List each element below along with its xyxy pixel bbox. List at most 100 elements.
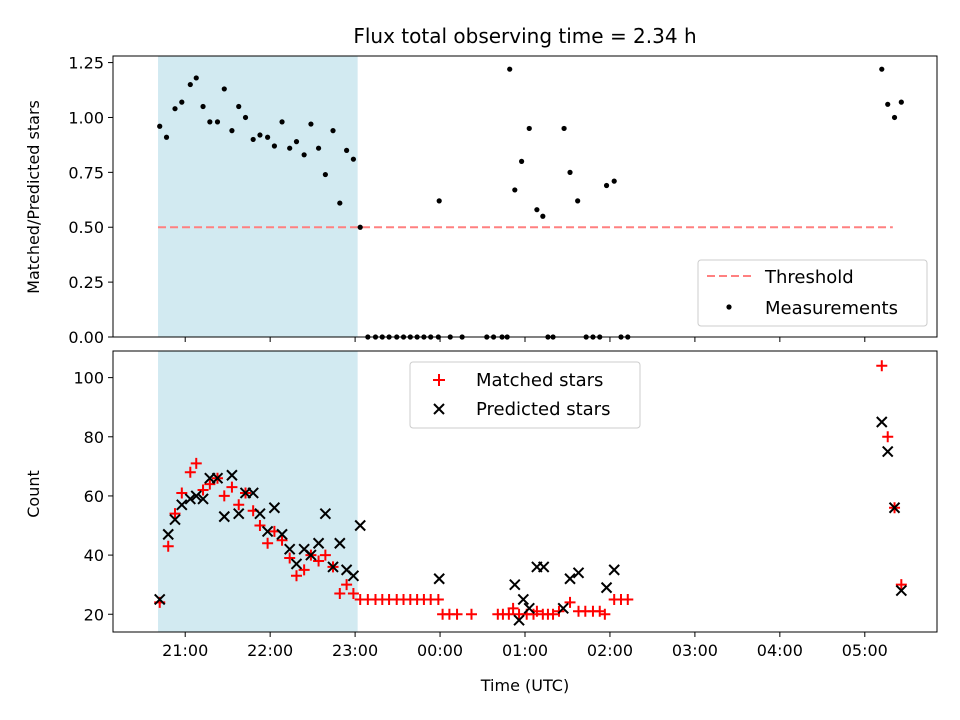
matched-star-point (162, 540, 174, 552)
x-tick-label: 22:00 (247, 641, 293, 660)
top-y-tick-label: 0.75 (68, 163, 104, 182)
predicted-star-point (276, 528, 288, 541)
measurement-point (221, 86, 227, 92)
predicted-star-point (888, 502, 901, 514)
matched-star-point (895, 579, 907, 591)
measurement-point (561, 125, 567, 132)
x-tick-label: 03:00 (672, 641, 718, 660)
measurement-point (885, 101, 891, 107)
matched-star-point (503, 608, 515, 620)
predicted-star-point (517, 593, 530, 606)
predicted-star-point (557, 602, 569, 615)
matched-star-point (347, 588, 359, 600)
measurement-point (540, 213, 546, 219)
matched-star-point (465, 608, 477, 620)
matched-star-point (290, 570, 302, 582)
measurement-point (279, 119, 285, 125)
measurement-point (271, 143, 278, 149)
legend-matched-swatch (433, 374, 445, 386)
matched-star-point (176, 487, 188, 499)
measurement-point (236, 103, 242, 110)
figure-title: Flux total observing time = 2.34 h (353, 24, 696, 48)
bottom-y-axis-label: Count (24, 470, 43, 518)
predicted-star-point (233, 507, 245, 520)
bottom-y-tick-label: 80 (84, 428, 104, 447)
measurement-point (350, 156, 357, 162)
matched-star-point (334, 588, 346, 600)
predicted-star-point (327, 561, 339, 573)
measurement-point (207, 119, 213, 125)
legend-predicted-swatch (433, 403, 445, 415)
measurement-point (187, 81, 193, 88)
matched-star-point (298, 564, 310, 576)
matched-star-point (432, 593, 444, 605)
matched-star-point (547, 608, 559, 620)
predicted-star-point (190, 490, 202, 502)
top-legend-box (697, 259, 928, 327)
top-shaded-span (158, 56, 358, 337)
measurement-point (898, 99, 904, 105)
legend-matched-label: Matched stars (476, 370, 603, 391)
measurement-point (519, 158, 525, 164)
measurement-point (611, 178, 617, 184)
measurement-point (157, 123, 163, 129)
measurement-point (250, 136, 256, 143)
top-y-tick-label: 1.25 (68, 54, 104, 73)
measurement-point (330, 128, 336, 134)
predicted-star-point (254, 507, 266, 520)
matched-star-point (197, 484, 209, 496)
predicted-star-point (334, 537, 346, 549)
matched-star-point (254, 520, 266, 532)
predicted-star-point (290, 558, 303, 570)
predicted-star-point (162, 528, 174, 541)
measurement-point (879, 66, 885, 72)
predicted-star-point (882, 445, 894, 458)
predicted-star-point (268, 502, 281, 514)
matched-star-point (262, 537, 274, 549)
bottom-y-tick-label: 40 (84, 546, 104, 565)
predicted-star-point (319, 507, 332, 520)
x-tick-label: 04:00 (757, 641, 803, 660)
predicted-star-point (211, 472, 224, 484)
measurement-point (163, 134, 170, 140)
matched-star-point (169, 508, 181, 520)
measurement-point (308, 121, 314, 127)
predicted-star-point (226, 469, 238, 481)
matched-star-point (507, 602, 519, 614)
predicted-star-point (184, 493, 197, 505)
measurement-point (567, 169, 573, 175)
legend-predicted-label: Predicted stars (476, 399, 610, 420)
legend-threshold-label: Threshold (764, 267, 854, 288)
bottom-y-tick-label: 100 (73, 369, 104, 388)
measurement-point (891, 114, 898, 121)
predicted-star-point (433, 573, 445, 585)
measurement-point (301, 152, 307, 158)
matched-star-point (451, 608, 463, 620)
legend-measurements-swatch (726, 304, 732, 310)
matched-star-point (276, 534, 288, 546)
measurement-point (526, 125, 532, 132)
legend-measurements-label: Measurements (765, 298, 898, 319)
measurement-point (337, 200, 343, 206)
measurement-point (200, 103, 206, 110)
matched-star-point (882, 431, 894, 443)
measurement-point (214, 119, 221, 125)
x-axis-label: Time (UTC) (480, 676, 569, 695)
measurement-point (257, 132, 263, 138)
bottom-y-tick-label: 20 (84, 605, 104, 624)
measurement-point (357, 224, 363, 230)
bottom-legend-box (409, 361, 641, 429)
matched-star-point (319, 549, 331, 561)
matched-star-point (204, 478, 216, 490)
predicted-star-point (154, 593, 166, 606)
top-y-tick-label: 1.00 (68, 108, 104, 127)
measurement-point (229, 128, 235, 134)
measurement-point (534, 207, 540, 213)
predicted-star-point (537, 561, 550, 573)
predicted-star-point (876, 416, 888, 428)
predicted-star-point (564, 573, 576, 585)
predicted-star-point (895, 584, 908, 597)
top-panel: 0.00 0.25 0.50 0.75 1.00 1.25 Threshold Measure… (68, 54, 938, 347)
measurement-point (575, 198, 581, 204)
